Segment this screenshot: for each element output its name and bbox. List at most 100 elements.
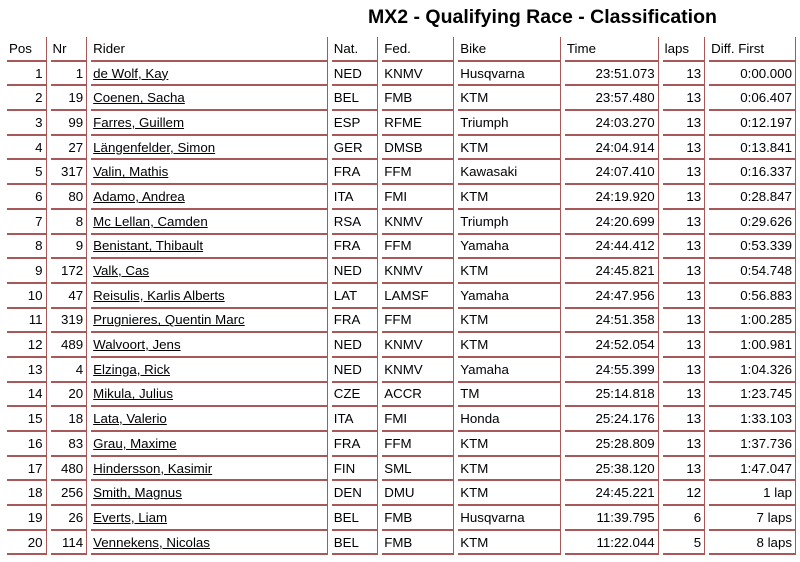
table-row: 14 20 Mikula, Julius CZE ACCR TM 25:14.818 13 1:… — [7, 382, 796, 408]
table-row: 19 26 Everts, Liam BEL FMB Husqvarna 11:39.795… — [7, 506, 796, 531]
rider-link[interactable]: Mikula, Julius — [93, 386, 173, 402]
rider-link[interactable]: Lata, Valerio — [93, 411, 167, 427]
cell-nr: 80 — [50, 185, 88, 210]
rider-link[interactable]: Prugnieres, Quentin Marc — [93, 312, 245, 328]
cell-bike: Husqvarna — [458, 61, 561, 87]
table-row: 6 80 Adamo, Andrea ITA FMI KTM 24:19.920 13 0:28… — [7, 185, 796, 210]
cell-nat: NED — [331, 333, 379, 358]
cell-diff-first: 1 lap — [709, 481, 796, 507]
cell-bike: KTM — [458, 308, 561, 334]
rider-link[interactable]: Valin, Mathis — [93, 164, 169, 180]
cell-fed: LAMSF — [382, 283, 455, 309]
rider-link[interactable]: Walvoort, Jens — [93, 337, 181, 353]
cell-fed: RFME — [382, 111, 455, 136]
cell-diff-first: 0:12.197 — [709, 111, 796, 136]
header-nat: Nat. — [331, 37, 379, 62]
cell-bike: Yamaha — [458, 357, 561, 383]
cell-rider: Mc Lellan, Camden — [91, 209, 328, 235]
rider-link[interactable]: Vennekens, Nicolas — [93, 534, 210, 550]
cell-nr: 8 — [50, 209, 88, 235]
table-row: 1 1 de Wolf, Kay NED KNMV Husqvarna 23:51.073 1… — [7, 61, 796, 87]
cell-pos: 9 — [7, 259, 47, 284]
rider-link[interactable]: Längenfelder, Simon — [93, 139, 216, 155]
cell-fed: FFM — [382, 234, 455, 260]
cell-diff-first: 0:54.748 — [709, 259, 796, 284]
cell-nr: 317 — [50, 160, 88, 186]
cell-pos: 14 — [7, 382, 47, 408]
cell-bike: KTM — [458, 432, 561, 457]
cell-bike: Triumph — [458, 209, 561, 235]
cell-diff-first: 1:37.736 — [709, 432, 796, 457]
cell-pos: 3 — [7, 111, 47, 136]
cell-diff-first: 1:00.285 — [709, 308, 796, 334]
cell-time: 24:19.920 — [564, 185, 659, 210]
cell-time: 24:04.914 — [564, 135, 659, 161]
cell-rider: Adamo, Andrea — [91, 185, 328, 210]
rider-link[interactable]: Benistant, Thibault — [93, 238, 204, 254]
cell-time: 11:22.044 — [564, 530, 659, 556]
cell-bike: KTM — [458, 86, 561, 112]
cell-time: 24:44.412 — [564, 234, 659, 260]
cell-nr: 18 — [50, 407, 88, 432]
table-row: 8 9 Benistant, Thibault FRA FFM Yamaha 24:44.4… — [7, 234, 796, 260]
cell-nat: BEL — [331, 530, 379, 556]
cell-nr: 319 — [50, 308, 88, 334]
cell-time: 25:24.176 — [564, 407, 659, 432]
cell-fed: FMB — [382, 530, 455, 556]
cell-bike: Honda — [458, 407, 561, 432]
rider-link[interactable]: Smith, Magnus — [93, 485, 182, 501]
table-row: 11 319 Prugnieres, Quentin Marc FRA FFM KTM 24… — [7, 308, 796, 334]
cell-time: 25:28.809 — [564, 432, 659, 457]
cell-diff-first: 0:29.626 — [709, 209, 796, 235]
rider-link[interactable]: Valk, Cas — [93, 263, 150, 279]
rider-link[interactable]: Adamo, Andrea — [93, 188, 185, 204]
table-row: 13 4 Elzinga, Rick NED KNMV Yamaha 24:55.399 13… — [7, 357, 796, 383]
cell-nr: 4 — [50, 357, 88, 383]
rider-link[interactable]: de Wolf, Kay — [93, 65, 169, 81]
rider-link[interactable]: Farres, Guillem — [93, 114, 185, 130]
header-pos: Pos — [7, 37, 47, 62]
rider-link[interactable]: Mc Lellan, Camden — [93, 213, 208, 229]
cell-bike: KTM — [458, 135, 561, 161]
cell-nat: ITA — [331, 407, 379, 432]
cell-fed: FFM — [382, 308, 455, 334]
rider-link[interactable]: Elzinga, Rick — [93, 361, 171, 377]
cell-rider: Hindersson, Kasimir — [91, 456, 328, 482]
header-time: Time — [564, 37, 659, 62]
cell-diff-first: 1:47.047 — [709, 456, 796, 482]
cell-rider: Everts, Liam — [91, 506, 328, 531]
table-row: 20 114 Vennekens, Nicolas BEL FMB KTM 11:22.04… — [7, 530, 796, 556]
cell-nr: 489 — [50, 333, 88, 358]
cell-pos: 15 — [7, 407, 47, 432]
table-row: 15 18 Lata, Valerio ITA FMI Honda 25:24.176 13 1… — [7, 407, 796, 432]
cell-bike: Kawasaki — [458, 160, 561, 186]
cell-fed: KNMV — [382, 61, 455, 87]
cell-nat: LAT — [331, 283, 379, 309]
cell-pos: 5 — [7, 160, 47, 186]
rider-link[interactable]: Everts, Liam — [93, 509, 168, 525]
cell-nr: 9 — [50, 234, 88, 260]
cell-fed: ACCR — [382, 382, 455, 408]
cell-time: 24:07.410 — [564, 160, 659, 186]
cell-pos: 8 — [7, 234, 47, 260]
page-title: MX2 - Qualifying Race - Classification — [368, 6, 717, 28]
cell-diff-first: 0:56.883 — [709, 283, 796, 309]
cell-laps: 13 — [662, 61, 706, 87]
cell-fed: FMB — [382, 506, 455, 531]
table-row: 10 47 Reisulis, Karlis Alberts LAT LAMSF Yama… — [7, 283, 796, 309]
table-row: 9 172 Valk, Cas NED KNMV KTM 24:45.821 13 0:54.7… — [7, 259, 796, 284]
rider-link[interactable]: Hindersson, Kasimir — [93, 460, 213, 476]
rider-link[interactable]: Reisulis, Karlis Alberts — [93, 287, 225, 303]
rider-link[interactable]: Grau, Maxime — [93, 435, 177, 451]
cell-time: 24:45.821 — [564, 259, 659, 284]
cell-bike: TM — [458, 382, 561, 408]
cell-bike: Husqvarna — [458, 506, 561, 531]
rider-link[interactable]: Coenen, Sacha — [93, 90, 185, 106]
cell-time: 23:57.480 — [564, 86, 659, 112]
cell-rider: Grau, Maxime — [91, 432, 328, 457]
cell-diff-first: 1:00.981 — [709, 333, 796, 358]
cell-nat: ITA — [331, 185, 379, 210]
cell-diff-first: 0:53.339 — [709, 234, 796, 260]
cell-laps: 13 — [662, 308, 706, 334]
cell-time: 24:55.399 — [564, 357, 659, 383]
